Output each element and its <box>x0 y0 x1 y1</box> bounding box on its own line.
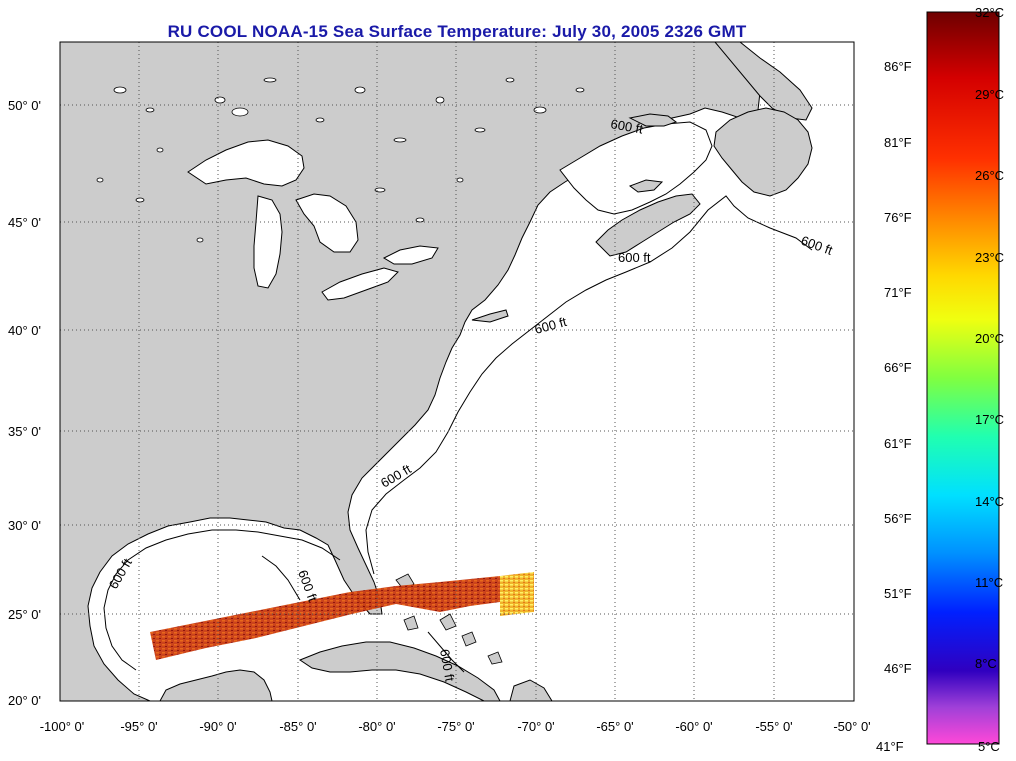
celsius-label: 29°C <box>975 87 1004 102</box>
sst-swath-mid <box>396 576 500 612</box>
colorbar-celsius-labels: 32°C 29°C 26°C 23°C 20°C 17°C 14°C 11°C … <box>975 5 1004 754</box>
colorbar-fahrenheit-labels: 86°F 81°F 76°F 71°F 66°F 61°F 56°F 51°F … <box>876 59 912 754</box>
lon-label: -90° 0' <box>199 719 236 734</box>
lon-label: -55° 0' <box>755 719 792 734</box>
lake-ontario <box>382 245 439 265</box>
lon-label: -80° 0' <box>358 719 395 734</box>
lat-label: 40° 0' <box>8 323 41 338</box>
fahrenheit-label: 41°F <box>876 739 904 754</box>
svg-text:600 ft: 600 ft <box>618 250 651 265</box>
celsius-label: 8°C <box>975 656 997 671</box>
gulf-st-lawrence <box>559 121 713 215</box>
lon-label: -95° 0' <box>120 719 157 734</box>
sst-swath-west <box>150 586 396 660</box>
svg-text:600 ft: 600 ft <box>609 116 644 136</box>
fahrenheit-label: 86°F <box>884 59 912 74</box>
land-long-island <box>471 309 509 323</box>
map-frame <box>59 41 855 702</box>
land-yucatan <box>159 669 273 701</box>
lon-label: -85° 0' <box>279 719 316 734</box>
land-hispaniola <box>509 679 553 701</box>
lon-axis: -100° 0' -95° 0' -90° 0' -85° 0' -80° 0'… <box>40 719 871 734</box>
lon-label: -65° 0' <box>596 719 633 734</box>
lake-huron <box>295 193 359 253</box>
lat-label: 20° 0' <box>8 693 41 708</box>
lat-label: 45° 0' <box>8 215 41 230</box>
celsius-label: 14°C <box>975 494 1004 509</box>
colorbar <box>926 11 1000 745</box>
lat-label: 50° 0' <box>8 98 41 113</box>
lake-michigan <box>253 195 283 289</box>
svg-text:600 ft: 600 ft <box>437 648 457 683</box>
isobath-600ft <box>103 195 813 673</box>
map-title: RU COOL NOAA-15 Sea Surface Temperature:… <box>167 22 747 41</box>
fahrenheit-label: 81°F <box>884 135 912 150</box>
fahrenheit-label: 46°F <box>884 661 912 676</box>
land-nova-scotia <box>595 193 701 257</box>
lat-label: 30° 0' <box>8 518 41 533</box>
lon-label: -75° 0' <box>437 719 474 734</box>
fahrenheit-label: 71°F <box>884 285 912 300</box>
land-pei <box>628 179 664 193</box>
sst-swath-east <box>500 572 534 616</box>
lat-gridlines <box>60 104 854 615</box>
lon-label: -100° 0' <box>40 719 85 734</box>
lon-label: -70° 0' <box>517 719 554 734</box>
fahrenheit-label: 76°F <box>884 210 912 225</box>
lake-erie <box>321 267 399 301</box>
lon-label: -50° 0' <box>833 719 870 734</box>
land-labrador <box>714 42 813 121</box>
celsius-label: 20°C <box>975 331 1004 346</box>
celsius-label: 5°C <box>978 739 1000 754</box>
lake-superior <box>187 139 305 187</box>
land-anticosti <box>628 113 678 127</box>
fahrenheit-label: 61°F <box>884 436 912 451</box>
fahrenheit-label: 56°F <box>884 511 912 526</box>
celsius-label: 32°C <box>975 5 1004 20</box>
lat-axis: 20° 0' 25° 0' 30° 0' 35° 0' 40° 0' 45° 0… <box>8 98 41 708</box>
fahrenheit-label: 66°F <box>884 360 912 375</box>
lon-label: -60° 0' <box>675 719 712 734</box>
celsius-label: 23°C <box>975 250 1004 265</box>
celsius-label: 11°C <box>975 575 1003 590</box>
lat-label: 35° 0' <box>8 424 41 439</box>
land-newfoundland <box>713 107 813 197</box>
celsius-label: 17°C <box>975 412 1004 427</box>
land-cuba <box>298 641 501 701</box>
fahrenheit-label: 51°F <box>884 586 912 601</box>
lat-label: 25° 0' <box>8 607 41 622</box>
celsius-label: 26°C <box>975 168 1004 183</box>
